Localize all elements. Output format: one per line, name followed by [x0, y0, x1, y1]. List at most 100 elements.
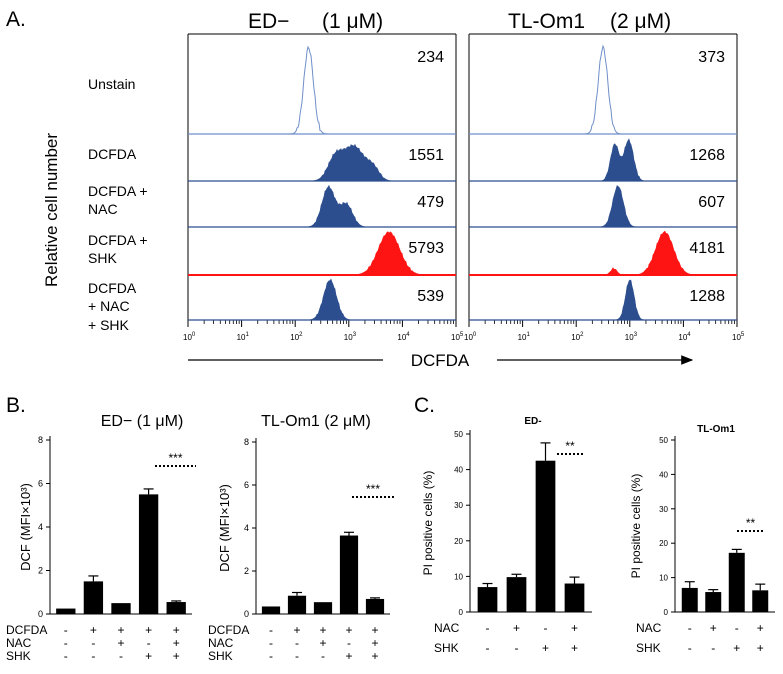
bar-3: [138, 494, 159, 614]
bar-1: [506, 577, 527, 612]
y-tick-label: 8: [244, 437, 249, 447]
ed-histogram-3: [188, 231, 456, 276]
panel-a-ylabel: Relative cell number: [42, 133, 61, 287]
panel-a-label: A.: [6, 8, 26, 31]
treatment-sign: +: [117, 623, 124, 637]
bar-3: [339, 535, 359, 614]
treatment-name-2: SHK: [208, 649, 233, 663]
treatment-sign: -: [347, 636, 351, 650]
row-label-3-1: SHK: [88, 250, 117, 266]
tl-tick-exp: 1: [527, 332, 531, 338]
y-tick-label: 2: [38, 566, 43, 576]
treatment-sign: +: [173, 636, 180, 650]
treatment-sign: -: [119, 649, 123, 663]
treatment-sign: +: [319, 636, 326, 650]
panel-c-label: C.: [414, 394, 435, 417]
treatment-sign: -: [269, 636, 273, 650]
y-axis-label: DCF (MFI×10³): [18, 483, 33, 571]
ed-tick-label: 102: [290, 332, 303, 342]
chart-title: TL-Om1 (2 μM): [261, 413, 371, 430]
tl-histogram-3: [469, 230, 737, 276]
bar-2: [111, 603, 131, 614]
tl-tick-exp: 3: [634, 332, 638, 338]
y-tick-label: 8: [38, 435, 43, 445]
treatment-sign: -: [269, 649, 273, 663]
ed-tick-exp: 0: [192, 332, 196, 338]
y-tick-label: 10: [454, 572, 463, 581]
treatment-sign: +: [345, 623, 352, 637]
bar-1: [705, 592, 722, 612]
treatment-sign: -: [321, 649, 325, 663]
treatment-sign: +: [173, 649, 180, 663]
panel-a-xlabel: DCFDA: [411, 351, 470, 370]
row-label-3-0: DCFDA +: [88, 232, 148, 248]
y-tick-label: 10: [659, 574, 668, 583]
tl-mfi-3: 4181: [689, 240, 725, 257]
chart-c-ed: ED- PI positive cells (%) 0 10 20 30 40 50 ** NAC…: [421, 416, 592, 655]
y-tick-label: 40: [659, 470, 668, 479]
y-tick-label: 4: [38, 522, 43, 532]
tl-mfi-1: 1268: [689, 147, 725, 164]
treatment-name-1: SHK: [636, 641, 661, 655]
chart-b-tl: TL-Om1 (2 μM) DCF (MFI×10³) 0 2 4 6 8 *** DCFDA -…: [208, 413, 394, 663]
tl-tick-label: 102: [571, 332, 584, 342]
ed-tick-exp: 5: [460, 332, 464, 338]
bar-1: [287, 595, 307, 614]
treatment-sign: -: [295, 636, 299, 650]
treatment-sign: +: [117, 636, 124, 650]
treatment-name-0: NAC: [636, 621, 662, 635]
treatment-sign: -: [486, 641, 490, 655]
chart-title: TL-Om1: [697, 424, 735, 435]
chart-title: ED-: [524, 416, 541, 427]
treatment-sign: -: [735, 621, 739, 635]
treatment-sign: +: [173, 623, 180, 637]
tl-histogram-1: [469, 138, 737, 182]
ed-tick-exp: 1: [246, 332, 250, 338]
tl-tick-label: 103: [625, 332, 638, 342]
y-tick-label: 6: [244, 480, 249, 490]
bar-4: [365, 598, 385, 614]
chart-c-tl: TL-Om1 PI positive cells (%) 0 10 20 30 40 50 **…: [629, 424, 775, 655]
bar-0: [56, 608, 76, 614]
bar-1: [83, 581, 104, 614]
treatment-sign: -: [64, 623, 68, 637]
significance-label: **: [746, 516, 756, 530]
treatment-sign: +: [513, 621, 520, 635]
y-tick-label: 0: [664, 608, 669, 617]
panel-a-ed-title: ED−: [248, 10, 289, 33]
treatment-sign: -: [688, 641, 692, 655]
tl-tick-label: 104: [678, 332, 691, 342]
y-axis-label: PI positive cells (%): [629, 474, 643, 579]
treatment-sign: +: [145, 649, 152, 663]
treatment-sign: -: [486, 621, 490, 635]
ed-histogram-2: [188, 184, 456, 228]
y-tick-label: 50: [659, 436, 668, 445]
ed-tick-label: 104: [397, 332, 410, 342]
bar-2: [728, 552, 745, 612]
row-label-0-0: Unstain: [88, 76, 135, 92]
treatment-sign: -: [711, 641, 715, 655]
y-tick-label: 30: [454, 501, 463, 510]
y-tick-label: 30: [659, 505, 668, 514]
bar-0: [477, 587, 498, 612]
tl-tick-label: 100: [464, 332, 477, 342]
y-tick-label: 4: [244, 523, 249, 533]
ed-tick-label: 101: [237, 332, 250, 342]
treatment-sign: -: [64, 636, 68, 650]
ed-mfi-0: 234: [417, 49, 444, 66]
y-tick-label: 40: [454, 466, 463, 475]
treatment-sign: -: [91, 649, 95, 663]
treatment-sign: +: [571, 641, 578, 655]
treatment-sign: -: [64, 649, 68, 663]
bar-0: [681, 587, 698, 612]
row-label-1-0: DCFDA: [88, 146, 137, 162]
panel-a-ed-conc: (1 μM): [322, 10, 383, 33]
significance-label: ***: [168, 451, 182, 465]
treatment-sign: +: [733, 641, 740, 655]
bar-2: [535, 460, 556, 612]
tl-histogram-0: [469, 44, 737, 135]
treatment-name-1: SHK: [434, 641, 459, 655]
ed-mfi-2: 479: [417, 194, 444, 211]
treatment-sign: -: [147, 636, 151, 650]
bar-3: [564, 583, 585, 612]
